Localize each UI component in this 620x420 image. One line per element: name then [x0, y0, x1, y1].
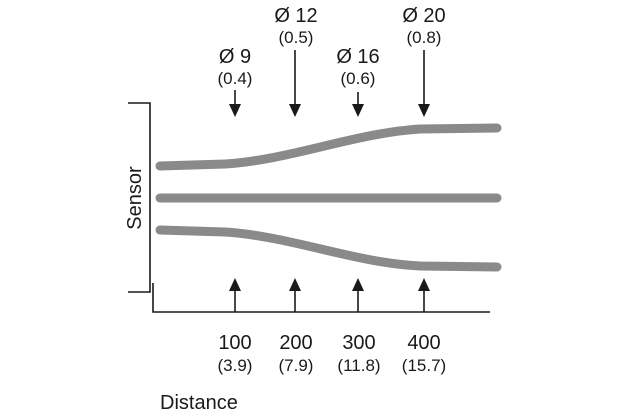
top-label-diameter-3: Ø 16	[336, 46, 379, 68]
top-arrow-4	[418, 50, 430, 117]
top-label-diameter-2: Ø 12	[274, 5, 317, 27]
bottom-label-sub-3: (11.8)	[337, 356, 380, 375]
beam-upper-edge	[155, 123, 502, 171]
bottom-arrow-2	[289, 278, 301, 312]
bottom-label-distance-1: 100	[218, 332, 251, 354]
bottom-label-sub-1: (3.9)	[218, 356, 253, 375]
beam-lower-edge	[155, 225, 502, 272]
bottom-label-sub-2: (7.9)	[279, 356, 314, 375]
top-arrow-3	[352, 92, 364, 117]
top-label-sub-3: (0.6)	[341, 69, 376, 88]
bottom-label-distance-4: 400	[407, 332, 440, 354]
bottom-label-distance-2: 200	[279, 332, 312, 354]
bottom-arrow-3	[352, 278, 364, 312]
top-arrow-1	[229, 90, 241, 117]
sensor-bracket	[128, 102, 151, 293]
top-label-sub-1: (0.4)	[218, 69, 253, 88]
bottom-label-distance-3: 300	[342, 332, 375, 354]
sensor-label: Sensor	[124, 166, 146, 230]
top-arrow-2	[289, 50, 301, 117]
top-label-sub-4: (0.8)	[407, 28, 442, 47]
bottom-arrow-1	[229, 278, 241, 312]
distance-label: Distance	[160, 392, 238, 414]
top-label-diameter-4: Ø 20	[402, 5, 445, 27]
top-label-diameter-1: Ø 9	[219, 46, 251, 68]
bottom-label-sub-4: (15.7)	[402, 356, 446, 375]
top-label-sub-2: (0.5)	[279, 28, 314, 47]
bottom-arrow-4	[418, 278, 430, 312]
distance-axis	[152, 283, 490, 313]
